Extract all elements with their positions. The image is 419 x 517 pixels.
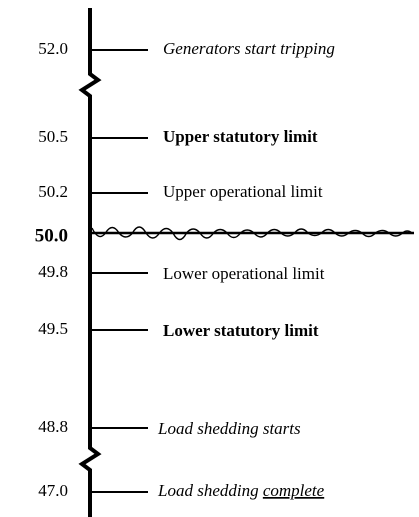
level-description: Generators start tripping <box>163 39 335 58</box>
level-value: 47.0 <box>38 481 68 500</box>
level-description: Upper operational limit <box>163 182 323 201</box>
description-underlined: complete <box>263 481 325 500</box>
level-value: 50.0 <box>35 225 68 246</box>
level-value: 49.8 <box>38 262 68 281</box>
level-value: 50.5 <box>38 127 68 146</box>
level-description: Load shedding complete <box>157 481 325 500</box>
level-value: 52.0 <box>38 39 68 58</box>
frequency-axis <box>78 8 102 517</box>
level-description: Lower operational limit <box>163 264 325 283</box>
frequency-wave <box>91 226 413 241</box>
description-text: Load shedding <box>157 481 259 500</box>
level-description: Load shedding starts <box>157 419 301 438</box>
level-description: Lower statutory limit <box>163 321 319 340</box>
level-value: 50.2 <box>38 182 68 201</box>
level-value: 48.8 <box>38 417 68 436</box>
level-description: Upper statutory limit <box>163 127 318 146</box>
level-value: 49.5 <box>38 319 68 338</box>
